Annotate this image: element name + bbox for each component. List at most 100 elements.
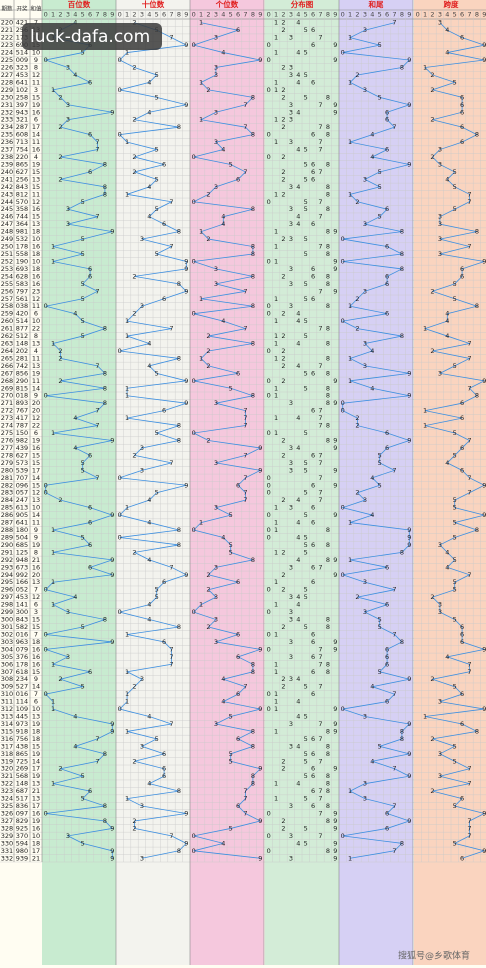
draw-number: 178 xyxy=(16,660,28,668)
trend-digit: 1 xyxy=(348,377,352,385)
trend-digit: 2 xyxy=(206,332,210,340)
trend-digit: 8 xyxy=(177,623,181,631)
sum-value: 15 xyxy=(32,616,40,624)
trend-digit: 4 xyxy=(445,563,449,571)
trend-digit: 8 xyxy=(251,668,255,676)
sum-value: 13 xyxy=(32,795,40,803)
trend-digit: 6 xyxy=(385,601,389,609)
trend-digit: 7 xyxy=(169,832,173,840)
distribution-digit: 5 xyxy=(304,839,308,847)
trend-digit: 5 xyxy=(81,839,85,847)
distribution-digit: 8 xyxy=(326,392,330,400)
trend-digit: 3 xyxy=(140,742,144,750)
issue: 233 xyxy=(1,116,13,124)
issue: 232 xyxy=(1,108,13,116)
trend-digit: 7 xyxy=(169,198,173,206)
distribution-digit: 2 xyxy=(281,765,285,773)
trend-digit: 9 xyxy=(482,511,486,519)
trend-digit: 1 xyxy=(125,668,129,676)
distribution-digit: 1 xyxy=(274,138,278,146)
trend-digit: 9 xyxy=(184,257,188,265)
trend-digit: 4 xyxy=(147,213,151,221)
distribution-digit: 6 xyxy=(311,78,315,86)
distribution-digit: 7 xyxy=(318,451,322,459)
distribution-digit: 2 xyxy=(281,123,285,131)
distribution-digit: 8 xyxy=(326,802,330,810)
watermark: luck-dafa.com xyxy=(30,27,150,47)
draw-number: 397 xyxy=(16,101,28,109)
sum-value: 21 xyxy=(32,787,40,795)
distribution-digit: 3 xyxy=(289,235,293,243)
header-digit: 9 xyxy=(184,11,188,19)
trend-digit: 7 xyxy=(169,653,173,661)
distribution-digit: 1 xyxy=(274,384,278,392)
trend-digit: 4 xyxy=(147,780,151,788)
trend-digit: 6 xyxy=(385,810,389,818)
sum-value: 15 xyxy=(32,481,40,489)
sum-value: 3 xyxy=(34,608,38,616)
trend-digit: 3 xyxy=(66,653,70,661)
trend-digit: 1 xyxy=(51,601,55,609)
header-digit: 0 xyxy=(118,11,122,19)
draw-number: 097 xyxy=(16,810,28,818)
trend-digit: 8 xyxy=(177,354,181,362)
issue: 246 xyxy=(1,213,13,221)
distribution-digit: 2 xyxy=(281,817,285,825)
trend-digit: 8 xyxy=(251,556,255,564)
distribution-digit: 4 xyxy=(296,698,300,706)
distribution-digit: 6 xyxy=(311,750,315,758)
trend-digit: 7 xyxy=(392,630,396,638)
trend-digit: 4 xyxy=(73,71,77,79)
trend-digit: 5 xyxy=(453,802,457,810)
trend-digit: 7 xyxy=(243,683,247,691)
trend-digit: 5 xyxy=(453,496,457,504)
trend-digit: 4 xyxy=(445,332,449,340)
trend-digit: 0 xyxy=(341,399,345,407)
trend-digit: 8 xyxy=(400,727,404,735)
trend-digit: 6 xyxy=(236,578,240,586)
sum-value: 6 xyxy=(34,310,38,318)
draw-number: 125 xyxy=(16,548,28,556)
header-digit: 1 xyxy=(51,11,55,19)
draw-number: 420 xyxy=(16,310,28,318)
sum-value: 16 xyxy=(32,280,40,288)
sum-value: 21 xyxy=(32,556,40,564)
trend-digit: 6 xyxy=(460,466,464,474)
distribution-digit: 2 xyxy=(281,190,285,198)
trend-digit: 6 xyxy=(236,690,240,698)
trend-digit: 6 xyxy=(88,265,92,273)
header-digit: 5 xyxy=(453,11,457,19)
trend-digit: 1 xyxy=(125,190,129,198)
distribution-digit: 0 xyxy=(267,41,271,49)
draw-number: 102 xyxy=(16,86,28,94)
draw-number: 539 xyxy=(16,466,28,474)
header-digit: 9 xyxy=(258,11,262,19)
sum-value: 13 xyxy=(32,340,40,348)
trend-digit: 9 xyxy=(258,817,262,825)
issue: 312 xyxy=(1,705,13,713)
trend-digit: 0 xyxy=(192,310,196,318)
issue: 266 xyxy=(1,362,13,370)
trend-digit: 1 xyxy=(51,340,55,348)
sum-value: 17 xyxy=(32,765,40,773)
trend-digit: 3 xyxy=(363,780,367,788)
draw-number: 836 xyxy=(16,802,28,810)
distribution-digit: 9 xyxy=(333,638,337,646)
distribution-digit: 7 xyxy=(318,198,322,206)
issue: 220 xyxy=(1,19,13,27)
issue: 320 xyxy=(1,765,13,773)
distribution-digit: 1 xyxy=(274,690,278,698)
header-digit: 8 xyxy=(177,11,181,19)
header-digit: 8 xyxy=(475,11,479,19)
draw-number: 693 xyxy=(16,265,28,273)
trend-digit: 6 xyxy=(385,824,389,832)
header-digit: 6 xyxy=(162,11,166,19)
sum-value: 23 xyxy=(32,287,40,295)
trend-digit: 9 xyxy=(110,511,114,519)
draw-number: 376 xyxy=(16,653,28,661)
trend-digit: 7 xyxy=(243,287,247,295)
distribution-digit: 1 xyxy=(274,78,278,86)
distribution-digit: 9 xyxy=(333,854,337,862)
sum-value: 20 xyxy=(32,399,40,407)
issue: 227 xyxy=(1,71,13,79)
